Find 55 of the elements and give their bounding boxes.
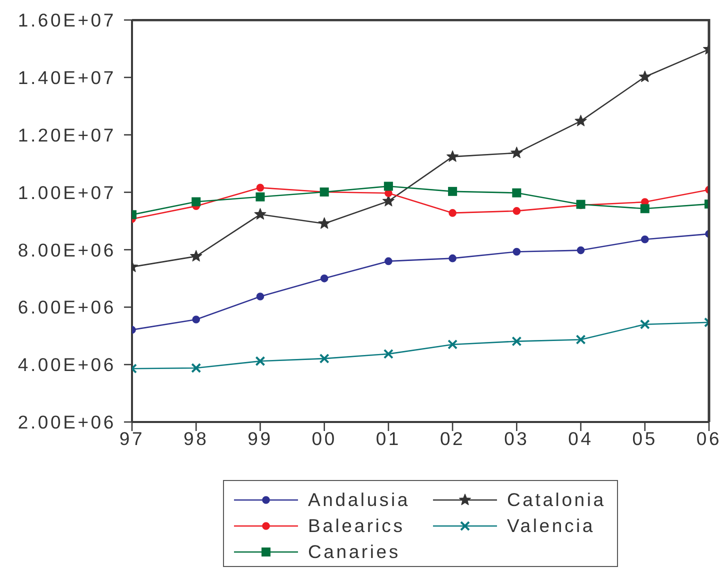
point [192,197,201,206]
x-tick-label: 05 [632,428,658,450]
y-tick-label: 1.00E+07 [18,182,116,203]
x-tick-label: 04 [568,428,594,450]
legend-label: Valencia [507,515,595,537]
point [384,182,393,191]
legend-label: Andalusia [308,489,410,511]
point [190,250,202,262]
y-tick-label: 2.00E+06 [18,412,116,433]
point [319,354,330,364]
x-tick-label: 01 [376,428,402,450]
x-tick-label: 98 [184,428,209,450]
point [191,363,202,374]
point [192,316,200,324]
point [318,217,330,229]
point [383,348,394,359]
y-tick-label: 1.40E+07 [18,66,116,88]
point [576,334,586,345]
point [448,186,458,196]
y-tick-label: 4.00E+06 [18,354,116,376]
point [512,188,522,198]
y-tick-label: 1.60E+07 [18,10,116,31]
x-tick-label: 97 [119,428,145,450]
point [638,70,651,82]
point [512,207,521,215]
point [448,339,458,350]
y-tick-label: 6.00E+06 [18,296,116,318]
point [576,246,585,254]
y-tick-label: 1.20E+07 [18,124,116,146]
point [255,356,266,366]
point [448,209,456,217]
point [320,274,328,282]
point [254,208,266,220]
point [256,184,264,192]
point [512,336,522,346]
point [256,292,264,300]
point [448,254,456,262]
legend-label: Catalonia [507,489,606,511]
point [446,150,459,162]
legend-label: Balearics [308,515,405,537]
y-tick-label: 8.00E+06 [18,239,116,260]
point [510,146,523,158]
point [640,204,650,214]
x-tick-label: 99 [248,428,273,450]
x-tick-label: 00 [312,428,337,450]
point [640,235,649,244]
x-tick-label: 03 [504,428,530,450]
x-tick-label: 02 [440,428,466,450]
point [512,248,521,256]
x-tick-label: 06 [696,428,722,450]
point [640,319,650,330]
point [574,114,587,126]
point [256,192,265,202]
legend-label: Canaries [308,541,400,563]
point [384,257,392,266]
